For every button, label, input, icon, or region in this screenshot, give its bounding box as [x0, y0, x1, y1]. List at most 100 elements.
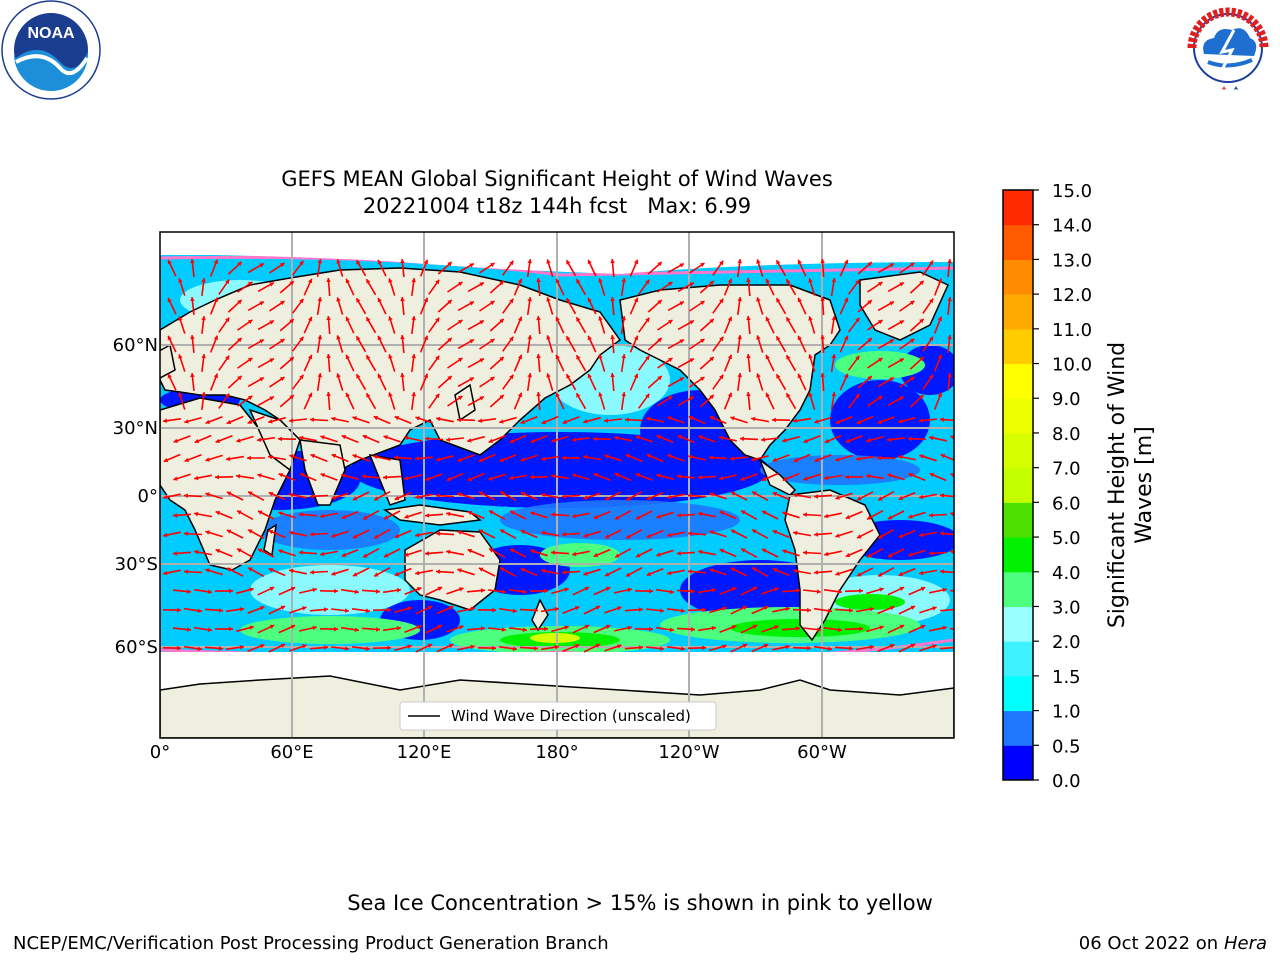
- wind-arrow-head: [302, 606, 307, 611]
- wind-arrow-head: [564, 625, 569, 630]
- wind-arrow-head: [536, 392, 541, 397]
- wind-arrow-head: [746, 316, 751, 321]
- wind-arrow-head: [388, 278, 393, 283]
- footer-date-text: 06 Oct 2022 on: [1078, 933, 1224, 954]
- wind-arrow-head: [727, 316, 733, 322]
- wind-arrow-head: [229, 588, 233, 594]
- wind-arrow-head: [510, 548, 515, 553]
- colorbar-tick-label: 14.0: [1052, 216, 1092, 237]
- wind-arrow-head: [844, 335, 849, 341]
- wind-arrow-head: [500, 529, 505, 534]
- wind-arrow-head: [178, 316, 183, 321]
- wind-arrow-head: [499, 419, 504, 424]
- wind-arrow-head: [336, 373, 341, 378]
- wind-arrow-head: [587, 259, 592, 265]
- wind-arrow-head: [546, 335, 551, 340]
- wind-arrow-head: [572, 473, 577, 478]
- wind-arrow-head: [268, 529, 274, 535]
- colorbar-segment: [1003, 294, 1033, 330]
- wind-arrow-head: [626, 572, 631, 577]
- wind-arrow-head: [583, 495, 588, 500]
- wind-arrow-head: [691, 627, 695, 632]
- colorbar: 0.0 0.5 1.0 1.5 2.0 3.0 4.0 5.0 6.0 7.0 8.0 9.0 10.0…: [1002, 181, 1092, 792]
- wind-arrow-head: [320, 473, 325, 478]
- colorbar-segment: [1003, 363, 1033, 399]
- wind-arrow-head: [776, 298, 781, 303]
- wind-arrow-head: [163, 494, 168, 500]
- wind-arrow-head: [280, 377, 285, 382]
- wind-arrow-head: [937, 278, 943, 284]
- wind-arrow-head: [470, 606, 475, 612]
- wind-arrow-head: [384, 553, 389, 558]
- wind-arrow-head: [598, 278, 603, 283]
- wind-arrow-head: [226, 529, 232, 534]
- wind-arrow-head: [737, 297, 742, 302]
- wind-arrow-head: [908, 552, 913, 557]
- wind-arrow-head: [345, 354, 350, 360]
- wind-arrow-head: [500, 491, 505, 496]
- wind-arrow-head: [752, 567, 757, 572]
- colorbar-segment: [1003, 745, 1033, 781]
- wind-arrow-head: [299, 550, 303, 555]
- wind-arrow-head: [774, 625, 779, 630]
- wind-arrow-head: [816, 589, 821, 594]
- wind-arrow-head: [544, 588, 548, 594]
- wind-arrow-head: [899, 358, 904, 363]
- wind-arrow-head: [247, 419, 252, 424]
- wind-arrow-head: [919, 318, 924, 324]
- wind-arrow-head: [709, 568, 714, 573]
- wind-arrow-head: [239, 645, 244, 650]
- wind-arrow-head: [383, 435, 388, 440]
- wind-arrow-head: [731, 529, 736, 534]
- wind-arrow-head: [326, 392, 331, 396]
- wind-arrow-head: [793, 457, 799, 463]
- wind-arrow-head: [765, 316, 770, 322]
- wind-arrow-head: [679, 301, 684, 306]
- wind-wave-arrows: [162, 258, 961, 653]
- wind-arrow-head: [908, 514, 913, 519]
- wind-arrow-head: [352, 572, 358, 577]
- wind-arrow-head: [814, 532, 818, 537]
- wind-arrow-head: [499, 457, 505, 463]
- wind-arrow-head: [522, 589, 527, 594]
- noaa-logo: NOAA: [1, 0, 101, 100]
- wind-arrow-head: [835, 533, 840, 538]
- wind-arrow-head: [499, 281, 504, 286]
- wind-arrow-head: [352, 496, 358, 501]
- wind-arrow-head: [289, 357, 294, 362]
- colorbar-tick-label: 1.5: [1052, 667, 1081, 688]
- wind-arrow-head: [308, 392, 313, 398]
- wind-arrow-head: [383, 475, 387, 480]
- wind-arrow-head: [919, 356, 924, 362]
- wind-arrow-head: [956, 392, 961, 396]
- wind-arrow-head: [509, 336, 514, 342]
- wind-arrow-head: [562, 532, 566, 537]
- wind-arrow-head: [366, 355, 371, 360]
- wind-arrow-head: [331, 571, 336, 576]
- wind-arrow-head: [645, 355, 650, 361]
- wind-arrow-head: [776, 374, 781, 379]
- wind-arrow-head: [407, 644, 412, 649]
- wind-arrow-head: [709, 395, 714, 400]
- wind-arrow-head: [667, 570, 672, 576]
- wind-arrow-head: [702, 645, 706, 651]
- wind-arrow-head: [341, 473, 346, 478]
- wind-arrow-head: [722, 644, 727, 649]
- wind-arrow-head: [520, 529, 526, 535]
- wind-arrow-head: [649, 588, 653, 594]
- wind-arrow-head: [730, 456, 735, 461]
- colorbar-segment: [1003, 606, 1033, 642]
- wind-arrow-head: [919, 570, 924, 576]
- chart-subtitle: 20221004 t18z 144h fcst Max: 6.99: [362, 194, 752, 218]
- wind-arrow-head: [668, 396, 673, 401]
- wind-arrow-head: [656, 473, 661, 478]
- wind-arrow-head: [247, 357, 253, 362]
- wind-arrow-head: [190, 335, 195, 340]
- colorbar-segment: [1003, 328, 1033, 365]
- colorbar-label: Significant Height of Wind Waves [m]: [1105, 342, 1157, 628]
- wind-arrow-head: [610, 335, 615, 340]
- wind-arrow-head: [331, 453, 337, 459]
- wind-arrow-head: [469, 377, 474, 382]
- sea-ice-caption: Sea Ice Concentration > 15% is shown in …: [347, 891, 933, 915]
- wind-arrow-head: [898, 454, 903, 460]
